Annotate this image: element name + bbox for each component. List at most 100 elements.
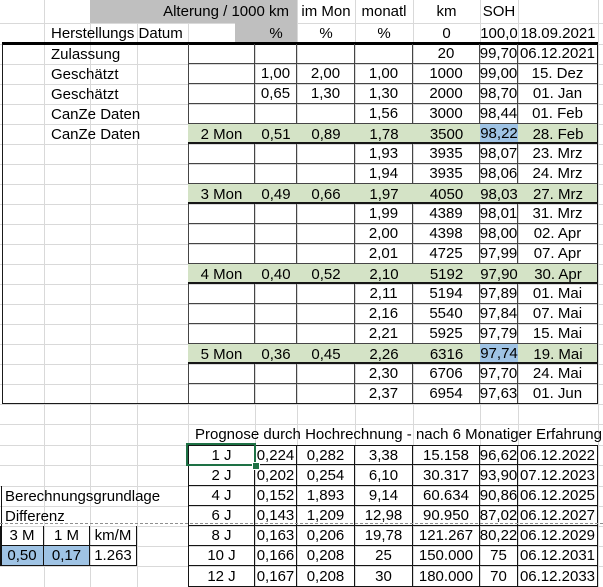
monatl-cell[interactable]: 1,93	[355, 144, 413, 164]
date-cell[interactable]: 07. Mai	[518, 304, 598, 324]
mini-header-kmm[interactable]: km/M	[90, 526, 137, 546]
km-cell[interactable]: 3500	[429, 125, 464, 143]
alterung-cell[interactable]	[255, 104, 297, 124]
alterung-cell[interactable]: 0,166	[255, 546, 297, 566]
alterung-cell[interactable]: 0,143	[255, 506, 297, 526]
date-cell[interactable]: 06.12.2029	[518, 526, 598, 546]
alterung-cell[interactable]: 0,163	[255, 526, 297, 546]
date-cell[interactable]: 06.12.2031	[518, 546, 598, 566]
soh-100-cell[interactable]: 100,0	[480, 25, 518, 42]
date-cell[interactable]: 02. Apr	[518, 224, 598, 244]
km-cell[interactable]: 6706	[413, 364, 480, 384]
row-label-cell[interactable]: CanZe Daten	[51, 105, 141, 123]
soh-cell[interactable]: 97,70	[479, 364, 518, 384]
soh-cell[interactable]: 99,00	[479, 64, 518, 84]
monatl-cell[interactable]: 2,26	[369, 345, 399, 363]
selection-fill-handle[interactable]	[252, 462, 260, 470]
soh-cell[interactable]: 93,90	[480, 465, 518, 486]
row-label-cell[interactable]: Geschätzt	[51, 85, 119, 103]
km-cell[interactable]: 5192	[429, 265, 464, 283]
soh-cell[interactable]: 70	[480, 566, 518, 587]
soh-cell[interactable]: 97,63	[479, 384, 518, 404]
date-cell[interactable]: 07.12.2023	[518, 465, 598, 486]
date-cell[interactable]: 01. Mai	[518, 284, 598, 304]
years-cell[interactable]: 6 J	[188, 506, 255, 526]
date-cell[interactable]: 01. Feb	[518, 104, 598, 124]
immon-cell[interactable]	[297, 104, 355, 124]
pct-header-monatl[interactable]: %	[377, 25, 391, 42]
soh-cell[interactable]: 96,62	[479, 445, 518, 465]
immon-cell[interactable]	[297, 224, 355, 244]
mon-cell[interactable]: 2 Mon	[200, 125, 243, 143]
soh-cell[interactable]: 97,99	[479, 244, 518, 264]
alterung-cell[interactable]: 0,65	[255, 84, 297, 104]
date-cell[interactable]: 23. Mrz	[518, 144, 598, 164]
km-cell[interactable]: 6954	[413, 384, 480, 404]
monatl-cell[interactable]: 1,99	[355, 204, 413, 224]
alterung-cell[interactable]	[255, 244, 297, 264]
row-label-cell[interactable]: Zulassung	[51, 45, 121, 63]
manufacture-date-cell[interactable]: 18.09.2021	[520, 25, 596, 42]
mini-value-3m[interactable]: 0,50	[0, 546, 44, 566]
mon-cell[interactable]	[188, 244, 255, 264]
immon-cell[interactable]: 0,45	[311, 345, 341, 363]
km-cell[interactable]: 5194	[413, 284, 480, 304]
date-cell[interactable]: 24. Mai	[518, 364, 598, 384]
km-cell[interactable]: 20	[413, 44, 480, 64]
monatl-cell[interactable]: 2,30	[355, 364, 413, 384]
mon-cell[interactable]	[188, 204, 255, 224]
date-cell[interactable]: 07. Apr	[518, 244, 598, 264]
immon-cell[interactable]	[297, 204, 355, 224]
monatl-cell[interactable]: 25	[355, 546, 413, 566]
col-header-monatl[interactable]: monatl	[361, 3, 407, 20]
mini-value-kmm[interactable]: 1.263	[90, 546, 137, 566]
soh-cell[interactable]: 90,86	[479, 486, 518, 506]
alterung-cell[interactable]	[255, 44, 297, 64]
soh-cell[interactable]: 98,70	[479, 84, 518, 104]
km-cell[interactable]: 90.950	[413, 506, 480, 526]
immon-cell[interactable]: 0,52	[311, 265, 341, 283]
alterung-cell[interactable]	[255, 304, 297, 324]
alterung-cell[interactable]: 0,167	[255, 566, 297, 587]
date-cell[interactable]: 15. Dez	[518, 64, 598, 84]
immon-cell[interactable]: 1,209	[297, 506, 355, 526]
km-zero-cell[interactable]: 0	[442, 25, 451, 42]
alterung-cell[interactable]: 0,40	[261, 265, 291, 283]
mon-cell[interactable]	[188, 104, 255, 124]
mon-cell[interactable]	[188, 64, 255, 84]
soh-cell[interactable]: 80,22	[479, 526, 518, 546]
km-cell[interactable]: 15.158	[413, 445, 480, 465]
mini-header-1m[interactable]: 1 M	[44, 526, 90, 546]
immon-cell[interactable]	[297, 284, 355, 304]
date-cell[interactable]: 06.12.2022	[518, 445, 598, 465]
date-cell[interactable]: 01. Jan	[518, 84, 598, 104]
mon-cell[interactable]	[188, 364, 255, 384]
immon-cell[interactable]: 0,206	[297, 526, 355, 546]
immon-cell[interactable]: 2,00	[297, 64, 355, 84]
mon-cell[interactable]	[188, 84, 255, 104]
km-cell[interactable]: 5540	[413, 304, 480, 324]
differenz-label[interactable]: Differenz	[5, 507, 65, 525]
alterung-cell[interactable]	[255, 324, 297, 344]
km-cell[interactable]: 1000	[413, 64, 480, 84]
monatl-cell[interactable]: 1,00	[355, 64, 413, 84]
alterung-cell[interactable]	[255, 144, 297, 164]
alterung-cell[interactable]: 0,224	[255, 445, 297, 465]
soh-cell[interactable]: 87,02	[479, 506, 518, 526]
col-header-alterung[interactable]: Alterung / 1000 km	[90, 0, 297, 23]
monatl-cell[interactable]: 1,94	[355, 164, 413, 184]
km-cell[interactable]: 3000	[413, 104, 480, 124]
mon-cell[interactable]	[188, 324, 255, 344]
date-cell[interactable]: 06.12.2025	[518, 486, 598, 506]
monatl-cell[interactable]: 6,10	[355, 465, 413, 486]
km-cell[interactable]: 180.000	[413, 566, 480, 587]
row-label-cell[interactable]: CanZe Daten	[51, 125, 141, 143]
soh-cell[interactable]: 98,00	[479, 224, 518, 244]
row-header-herstellungs-datum[interactable]: Herstellungs Datum	[51, 25, 183, 42]
date-cell[interactable]: 31. Mrz	[518, 204, 598, 224]
alterung-cell[interactable]: 0,51	[261, 125, 291, 143]
soh-cell[interactable]: 98,03	[480, 185, 518, 203]
row-label-cell[interactable]: Geschätzt	[51, 65, 119, 83]
monatl-cell[interactable]: 1,30	[355, 84, 413, 104]
monatl-cell[interactable]: 12,98	[355, 506, 413, 526]
